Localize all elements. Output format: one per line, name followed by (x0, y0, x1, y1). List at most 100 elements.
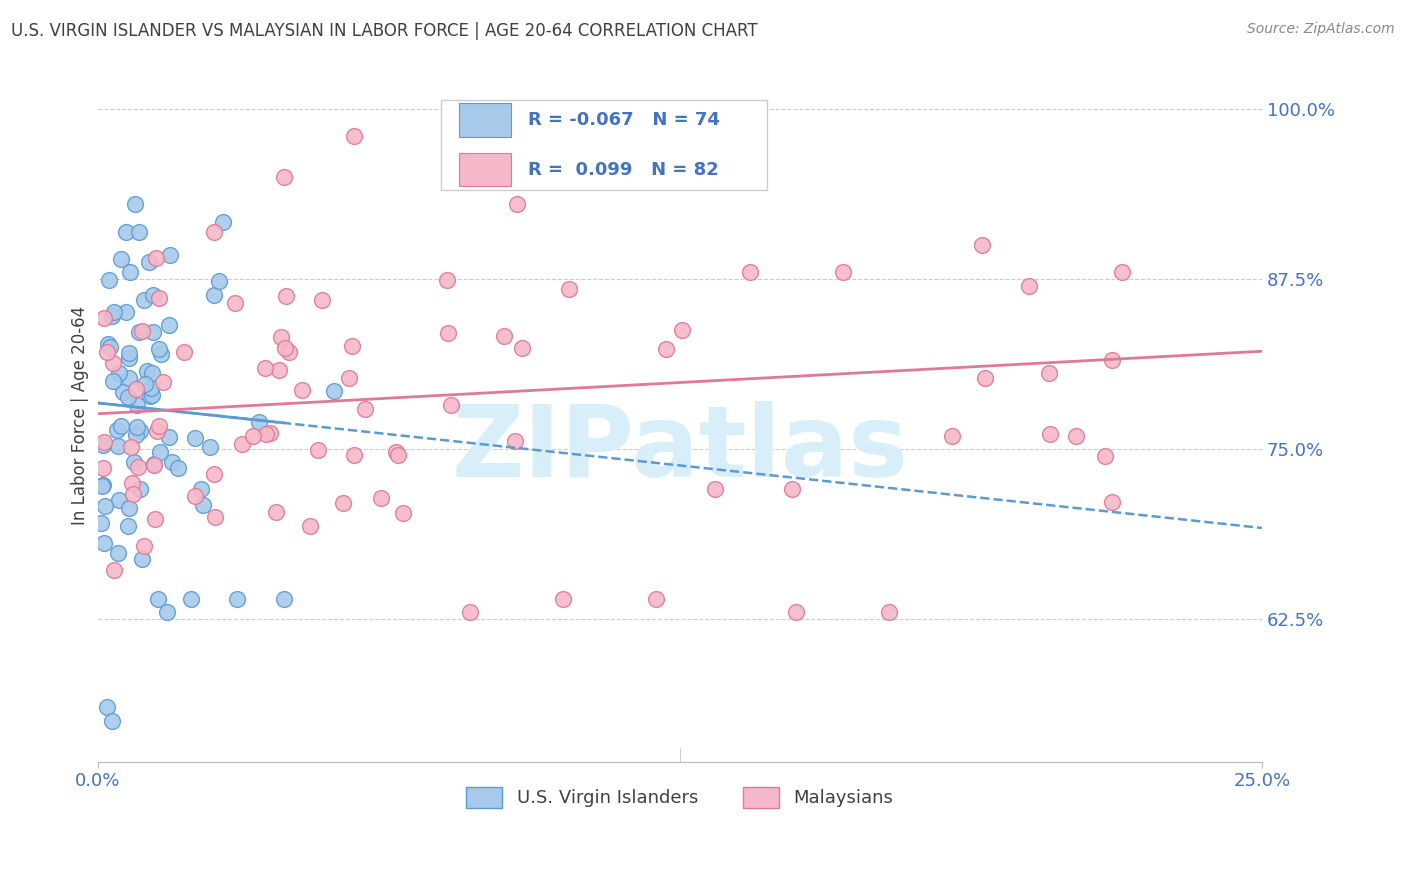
Point (879, 605, 901, 619)
FancyBboxPatch shape (458, 103, 510, 136)
Point (129, 424, 152, 438)
Point (91, 477, 114, 491)
Point (131, 552, 153, 566)
Point (738, 265, 761, 279)
Point (510, 342, 533, 356)
Point (671, 323, 693, 337)
Point (299, 519, 322, 533)
Point (117, 351, 139, 366)
Point (1101, 353, 1123, 368)
Point (167, 461, 190, 475)
Text: U.S. VIRGIN ISLANDER VS MALAYSIAN IN LABOR FORCE | AGE 20-64 CORRELATION CHART: U.S. VIRGIN ISLANDER VS MALAYSIAN IN LAB… (11, 22, 758, 40)
FancyBboxPatch shape (458, 153, 510, 186)
Point (114, 225, 136, 239)
Point (337, 370, 360, 384)
Point (184, 431, 207, 445)
Point (184, 489, 207, 503)
Point (370, 491, 392, 505)
Point (125, 398, 148, 412)
Point (277, 344, 299, 359)
Point (180, 591, 202, 606)
Point (159, 247, 181, 261)
Point (190, 482, 212, 496)
Point (436, 273, 458, 287)
Point (145, 251, 167, 265)
Point (107, 439, 129, 453)
Point (558, 282, 581, 296)
Point (193, 498, 215, 512)
Point (103, 304, 125, 318)
Point (645, 591, 668, 606)
Point (125, 382, 148, 396)
Point (1064, 428, 1087, 442)
Point (134, 539, 156, 553)
Point (120, 265, 142, 279)
Point (274, 289, 297, 303)
Point (141, 388, 163, 402)
Point (269, 363, 291, 377)
Point (387, 448, 409, 462)
Text: R = -0.067   N = 74: R = -0.067 N = 74 (529, 111, 720, 129)
Point (437, 326, 460, 340)
Point (311, 293, 333, 307)
Point (111, 385, 134, 400)
Point (655, 343, 678, 357)
Text: R =  0.099   N = 82: R = 0.099 N = 82 (529, 161, 718, 178)
Point (94, 499, 117, 513)
Point (157, 430, 180, 444)
Point (211, 215, 233, 229)
Point (941, 428, 963, 442)
Point (120, 440, 142, 454)
Point (264, 505, 287, 519)
Point (93, 434, 115, 449)
Text: ZIPatlas: ZIPatlas (451, 401, 908, 499)
Point (146, 424, 169, 438)
Point (142, 288, 165, 302)
Point (273, 591, 295, 606)
Point (254, 426, 277, 441)
Point (343, 129, 366, 144)
Point (274, 341, 297, 355)
Point (100, 714, 122, 728)
Point (1101, 495, 1123, 509)
Point (247, 415, 270, 429)
Point (96, 700, 118, 714)
Point (1038, 367, 1060, 381)
Point (173, 345, 195, 359)
Point (150, 347, 173, 361)
Point (101, 310, 124, 324)
Point (253, 361, 276, 376)
Point (108, 367, 131, 381)
Point (117, 390, 139, 404)
Point (97, 336, 120, 351)
Point (553, 591, 575, 606)
Point (124, 428, 146, 442)
Point (242, 429, 264, 443)
Point (1039, 427, 1062, 442)
Point (142, 458, 165, 472)
Point (156, 605, 179, 619)
Point (204, 510, 226, 524)
Point (115, 305, 138, 319)
Point (440, 398, 463, 412)
Point (118, 501, 141, 516)
Point (117, 519, 139, 533)
Point (91, 437, 114, 451)
FancyBboxPatch shape (441, 100, 768, 190)
Point (780, 482, 803, 496)
Point (503, 434, 526, 448)
Legend: U.S. Virgin Islanders, Malaysians: U.S. Virgin Islanders, Malaysians (458, 780, 901, 815)
Point (127, 460, 149, 475)
Point (391, 506, 413, 520)
Point (259, 426, 281, 441)
Point (148, 291, 170, 305)
Point (202, 467, 225, 482)
Point (146, 591, 169, 606)
Point (202, 225, 225, 239)
Point (458, 605, 481, 619)
Point (96, 345, 118, 359)
Point (143, 512, 166, 526)
Point (91, 461, 114, 475)
Point (101, 374, 124, 388)
Point (332, 496, 354, 510)
